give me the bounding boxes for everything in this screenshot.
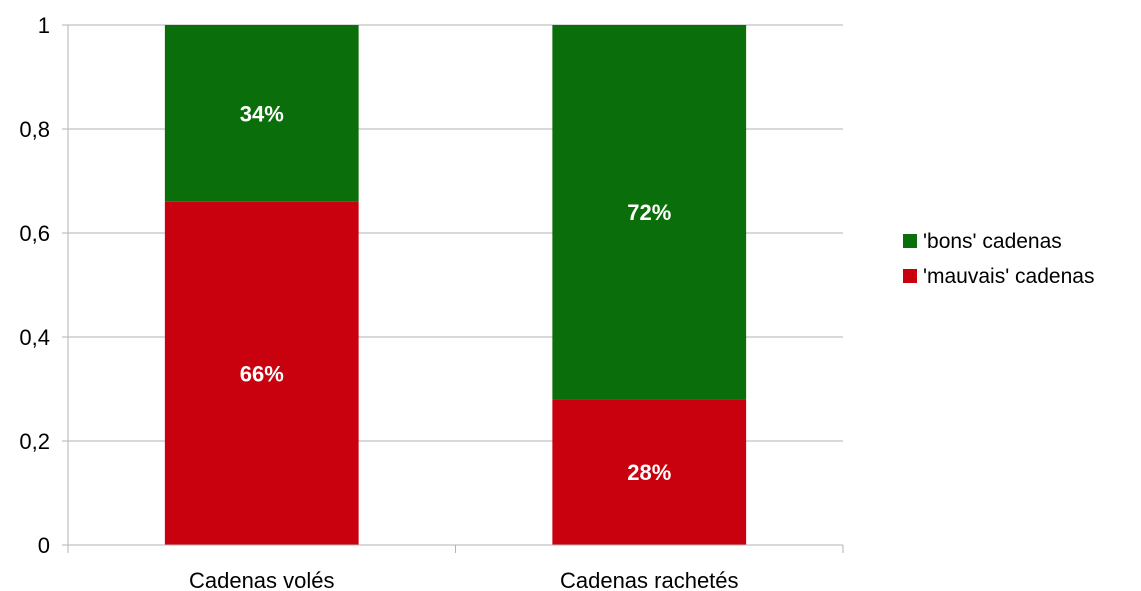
bar-segment [552, 25, 747, 400]
bar-segment [164, 201, 359, 546]
x-tick-label: Cadenas volés [189, 568, 335, 591]
bars [164, 25, 747, 546]
data-label: 28% [627, 460, 671, 485]
bar-segment [164, 25, 359, 202]
labels: 0 0,2 0,4 0,6 0,8 1 66% 34% Cadenas volés 28% 72% C… [19, 13, 738, 591]
legend-swatch [903, 234, 917, 248]
legend-swatch [903, 269, 917, 283]
y-tick-label: 0,4 [19, 325, 50, 350]
data-label: 72% [627, 200, 671, 225]
y-tick-label: 1 [38, 13, 50, 38]
axes [62, 24, 844, 553]
legend-label: 'mauvais' cadenas [923, 265, 1094, 288]
x-tick-label: Cadenas rachetés [560, 568, 739, 591]
legend-label: 'bons' cadenas [923, 230, 1062, 253]
y-tick-label: 0,2 [19, 429, 50, 454]
data-label: 66% [240, 361, 284, 386]
data-label: 34% [240, 101, 284, 126]
y-tick-label: 0 [38, 533, 50, 558]
y-tick-label: 0,6 [19, 221, 50, 246]
legend: 'bons' cadenas 'mauvais' cadenas [903, 230, 1094, 288]
bar-segment [552, 399, 747, 545]
y-tick-label: 0,8 [19, 117, 50, 142]
